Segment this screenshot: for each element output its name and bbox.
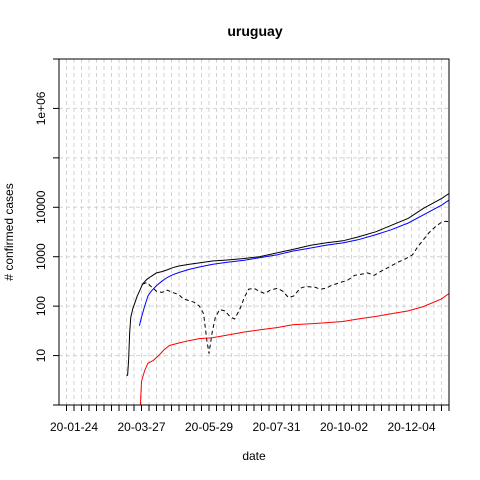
grid-lines: [59, 58, 450, 406]
x-axis-label: date: [242, 449, 266, 463]
series-line-1: [126, 193, 450, 376]
series-group: [126, 193, 450, 406]
y-tick-label: 1000: [34, 243, 48, 270]
chart-title: uruguay: [227, 23, 282, 39]
y-tick-label: 100: [34, 296, 48, 316]
x-tick-label: 20-05-29: [185, 420, 233, 434]
y-tick-label: 10: [34, 349, 48, 363]
y-axis-label: # confirmed cases: [2, 183, 16, 280]
x-tick-label: 20-10-02: [320, 420, 368, 434]
x-tick-label: 20-12-04: [387, 420, 435, 434]
series-line-2: [138, 199, 450, 326]
x-tick-label: 20-07-31: [252, 420, 300, 434]
x-tick-label: 20-01-24: [50, 420, 98, 434]
series-line-3: [142, 220, 450, 354]
x-axis: 20-01-24 20-03-27 20-05-29 20-07-31 20-10-02…: [50, 405, 450, 434]
series-line-4: [139, 293, 450, 406]
x-tick-label: 20-03-27: [117, 420, 165, 434]
y-tick-label: 1e+06: [34, 91, 48, 125]
y-axis: 10 100 1000 10000 1e+06: [34, 58, 59, 406]
y-tick-label: 10000: [34, 190, 48, 224]
